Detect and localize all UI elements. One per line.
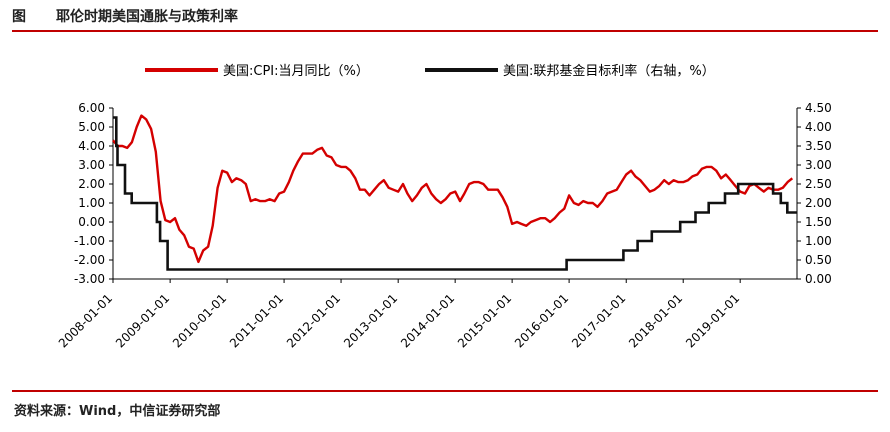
right-tick-label: 0.00	[805, 272, 832, 286]
left-tick-label: 0.00	[78, 215, 105, 229]
x-tick-label: 2014-01-01	[398, 291, 457, 350]
left-tick-label: 1.00	[78, 196, 105, 210]
legend-label-fed: 美国:联邦基金目标利率（右轴，%）	[503, 63, 715, 79]
x-tick-label: 2017-01-01	[569, 291, 628, 350]
report-header: 图 耶伦时期美国通胀与政策利率	[0, 0, 890, 34]
right-tick-label: 4.50	[805, 101, 832, 115]
right-tick-label: 2.50	[805, 177, 832, 191]
left-tick-label: 3.00	[78, 158, 105, 172]
x-tick-label: 2016-01-01	[512, 291, 571, 350]
fed-funds-series-line	[113, 116, 797, 271]
x-tick-label: 2019-01-01	[683, 291, 742, 350]
x-tick-label: 2009-01-01	[113, 291, 172, 350]
left-tick-label: 4.00	[78, 139, 105, 153]
right-tick-label: 3.00	[805, 158, 832, 172]
legend: 美国:CPI:当月同比（%） 美国:联邦基金目标利率（右轴，%）	[145, 63, 715, 79]
left-tick-label: -1.00	[74, 234, 105, 248]
x-tick-label: 2018-01-01	[626, 291, 685, 350]
axes	[109, 107, 801, 283]
series-layer	[112, 114, 797, 271]
x-tick-label: 2012-01-01	[284, 291, 343, 350]
left-tick-label: 5.00	[78, 120, 105, 134]
x-tick-label: 2010-01-01	[170, 291, 229, 350]
figure-label: 图	[12, 9, 26, 25]
legend-label-cpi: 美国:CPI:当月同比（%）	[223, 64, 369, 79]
left-tick-label: -3.00	[74, 272, 105, 286]
source-note: 资料来源：Wind，中信证券研究部	[14, 404, 221, 419]
right-tick-label: 2.00	[805, 196, 832, 210]
right-tick-label: 0.50	[805, 253, 832, 267]
right-tick-label: 4.00	[805, 120, 832, 134]
x-tick-label: 2011-01-01	[227, 291, 286, 350]
left-tick-label: -2.00	[74, 253, 105, 267]
left-tick-label: 6.00	[78, 101, 105, 115]
right-tick-label: 3.50	[805, 139, 832, 153]
header-rule	[12, 30, 878, 32]
chart-canvas: 美国:CPI:当月同比（%） 美国:联邦基金目标利率（右轴，%） -3.00 -2…	[56, 63, 832, 350]
tick-labels: -3.00 -2.00 -1.00 0.00 1.00 2.00 3.00 4.00 5.00 6…	[56, 101, 832, 350]
right-tick-label: 1.50	[805, 215, 832, 229]
left-tick-label: 2.00	[78, 177, 105, 191]
x-tick-label: 2015-01-01	[455, 291, 514, 350]
footer-rule	[12, 390, 878, 392]
chart-title: 耶伦时期美国通胀与政策利率	[56, 9, 238, 25]
report-footer: 资料来源：Wind，中信证券研究部	[0, 388, 890, 432]
x-tick-label: 2013-01-01	[341, 291, 400, 350]
right-tick-label: 1.00	[805, 234, 832, 248]
cpi-series-line	[112, 114, 794, 264]
x-tick-label: 2008-01-01	[56, 291, 115, 350]
